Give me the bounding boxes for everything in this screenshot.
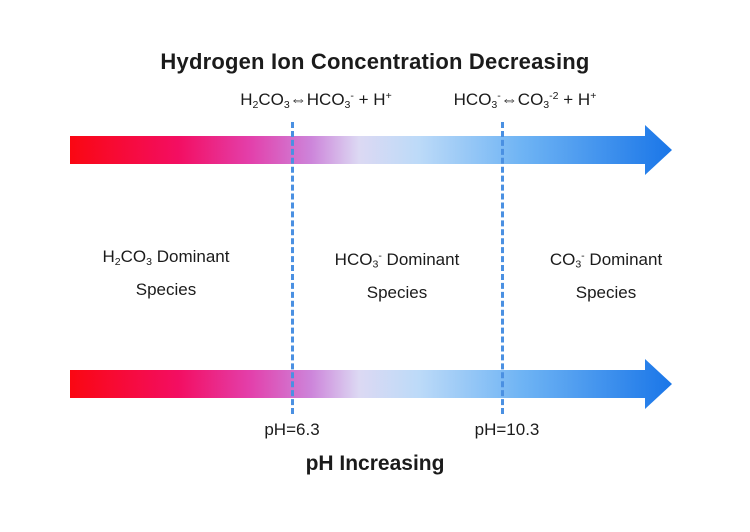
region-label-line2: Species: [135, 279, 197, 299]
gradient-arrow-top: [70, 125, 672, 175]
equation-bicarbonate-to-carbonate: HCO3-⇔CO3-2 + H+: [453, 90, 597, 111]
dashed-boundary-ph-6-3: [291, 122, 294, 414]
ph-value-label-2: pH=10.3: [474, 420, 540, 439]
arrow-shape: [70, 359, 672, 409]
region-label-carbonic-acid: H2CO3 Dominant Species: [103, 243, 230, 303]
region-label-carbonate: CO3- Dominant Species: [550, 243, 662, 306]
region-label-line2: Species: [366, 282, 428, 302]
region-label-line1: HCO3- Dominant: [334, 249, 460, 271]
region-label-line2: Species: [575, 282, 637, 302]
ph-value-label-1: pH=6.3: [264, 420, 320, 439]
equation-carbonic-to-bicarbonate: H2CO3⇔HCO3- + H+: [240, 90, 392, 111]
diagram-title: Hydrogen Ion Concentration Decreasing: [160, 49, 590, 74]
gradient-arrow-bottom: [70, 359, 672, 409]
region-label-bicarbonate: HCO3- Dominant Species: [335, 243, 460, 306]
region-label-line1: CO3- Dominant: [549, 249, 663, 271]
arrow-shape: [70, 125, 672, 175]
region-label-line1: H2CO3 Dominant: [102, 247, 230, 268]
dashed-boundary-ph-10-3: [501, 122, 504, 414]
ph-axis-title: pH Increasing: [305, 452, 445, 475]
